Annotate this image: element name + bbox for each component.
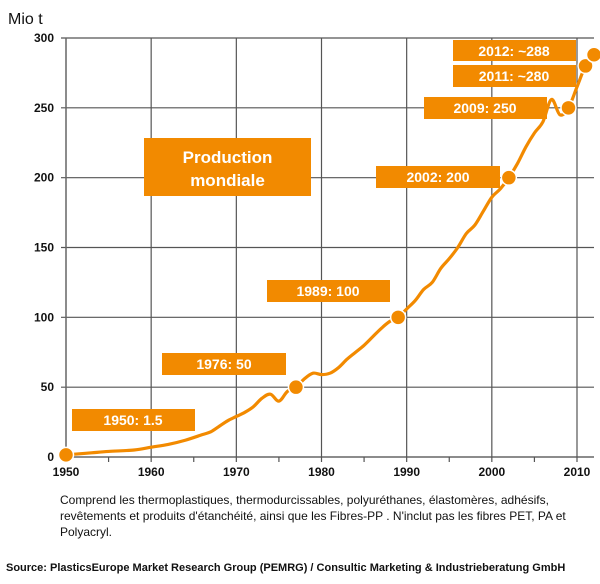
production-series-line <box>64 53 596 457</box>
annotation-1976: 1976: 50 <box>162 353 286 375</box>
footnote-text: Comprend les thermoplastiques, thermodur… <box>60 493 566 539</box>
y-tick-label: 200 <box>34 171 54 185</box>
annotation-2012: 2012: ~288 <box>453 40 576 61</box>
x-tick-label: 1970 <box>223 465 250 479</box>
y-tick-label: 50 <box>41 380 55 394</box>
y-tick-label: 100 <box>34 310 54 324</box>
x-tick-label: 1960 <box>138 465 165 479</box>
x-tick-label: 1980 <box>308 465 335 479</box>
annotation-2009: 2009: 250 <box>424 97 547 119</box>
y-tick-label: 150 <box>34 241 54 255</box>
y-axis-unit-label: Mio t <box>8 11 43 28</box>
highlight-markers <box>57 46 600 464</box>
x-tick-label: 2000 <box>478 465 505 479</box>
highlight-point-marker <box>560 99 577 117</box>
highlight-point-marker <box>389 309 407 326</box>
x-tick-label: 1990 <box>393 465 420 479</box>
x-tick-label: 1950 <box>53 465 80 479</box>
x-tick-label: 2010 <box>564 465 591 479</box>
chart-title-line2: mondiale <box>190 171 265 190</box>
y-tick-label: 250 <box>34 101 54 115</box>
gridlines <box>61 37 594 462</box>
highlight-point-marker <box>585 46 600 64</box>
annotation-2011: 2011: ~280 <box>453 65 576 87</box>
chart-title-line1: Production <box>183 148 273 167</box>
annotation-1989: 1989: 100 <box>267 280 390 302</box>
highlight-point-marker <box>500 169 518 186</box>
y-tick-label: 0 <box>47 450 54 464</box>
production-chart: Mio t 0 50 100 150 200 250 300 1950 1960 1970 198… <box>8 11 600 479</box>
chart-title-box: Production mondiale <box>144 138 311 196</box>
highlight-point-marker <box>577 57 594 75</box>
source-text: Source: PlasticsEurope Market Research G… <box>6 562 566 574</box>
annotation-2002: 2002: 200 <box>376 166 500 188</box>
y-axis-ticks: 0 50 100 150 200 250 300 <box>34 31 54 464</box>
annotation-1976-label: 1976: 50 <box>196 356 251 372</box>
highlight-point-marker <box>57 446 75 464</box>
annotation-1950-label: 1950: 1.5 <box>103 412 162 428</box>
annotation-1950: 1950: 1.5 <box>72 409 195 431</box>
highlight-point-marker <box>287 378 305 396</box>
annotation-2002-label: 2002: 200 <box>406 169 469 185</box>
annotation-1989-label: 1989: 100 <box>296 283 359 299</box>
annotation-2009-label: 2009: 250 <box>453 100 516 116</box>
annotation-2012-label: 2012: ~288 <box>478 43 549 59</box>
y-tick-label: 300 <box>34 31 54 45</box>
x-axis-ticks: 1950 1960 1970 1980 1990 2000 2010 <box>53 465 591 479</box>
annotation-2011-label: 2011: ~280 <box>479 68 550 84</box>
